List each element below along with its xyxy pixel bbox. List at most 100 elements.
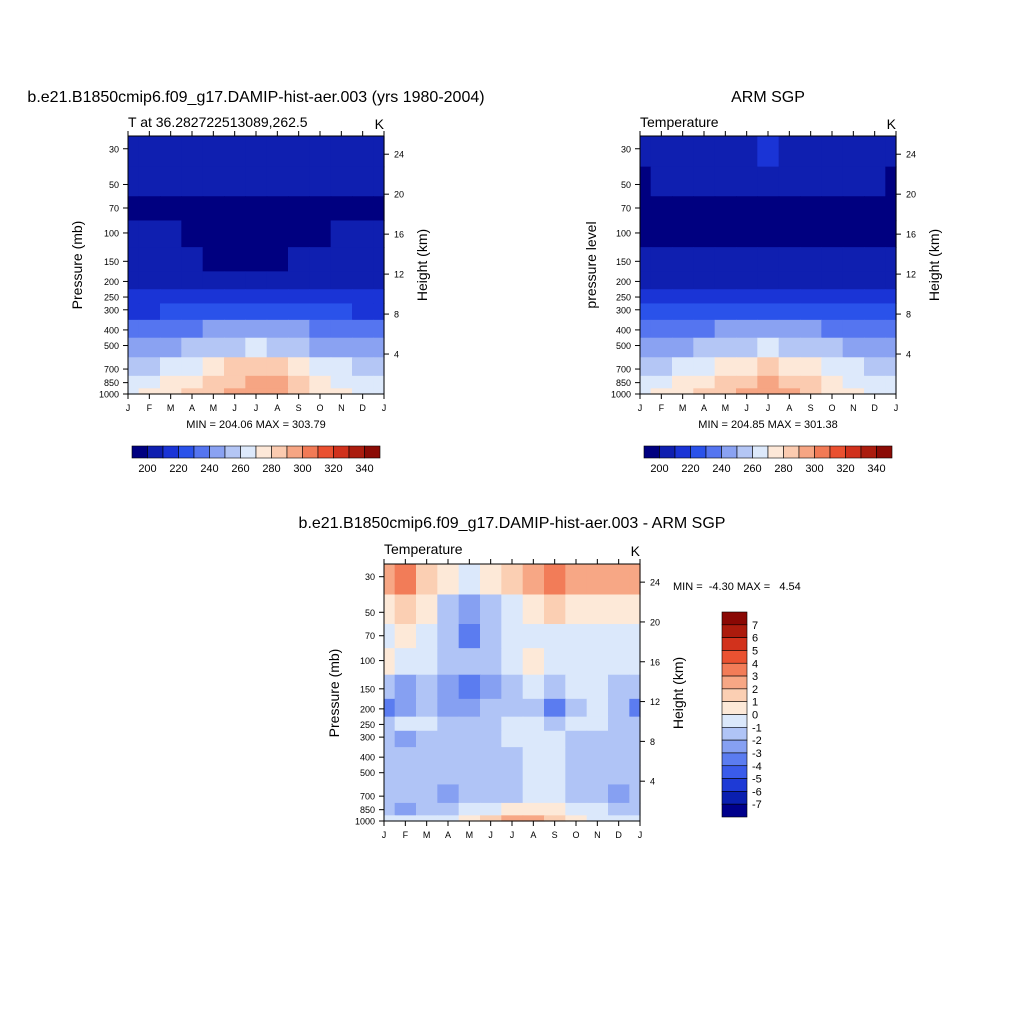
colorbar-box — [783, 445, 800, 459]
contour-cell — [544, 698, 566, 718]
contour-cell — [394, 784, 417, 804]
colorbar-box — [721, 791, 748, 805]
contour-cell — [821, 220, 844, 248]
contour-cell — [736, 319, 758, 339]
height-tick-label: 24 — [906, 150, 916, 160]
contour-cell — [394, 594, 417, 625]
contour-cell — [373, 166, 385, 197]
x-tick-label: F — [403, 830, 409, 840]
contour-cell — [778, 319, 801, 339]
contour-cell — [757, 357, 780, 377]
contour-cell — [544, 784, 566, 804]
contour-cell — [160, 220, 182, 248]
colorbar-label: 200 — [650, 463, 668, 475]
colorbar-box — [721, 445, 738, 459]
contour-cell — [266, 303, 289, 321]
panel-obs: ARM SGP Temperature K pressure level Hei… — [583, 89, 942, 475]
contour-cell — [714, 388, 737, 395]
y-tick-label: 100 — [360, 656, 375, 666]
contour-cell — [522, 716, 545, 732]
contour-cell — [437, 784, 460, 804]
contour-cell — [544, 594, 566, 625]
contour-cell — [309, 357, 332, 377]
contour-cell — [586, 747, 609, 766]
contour-cell — [640, 319, 652, 339]
contour-cell — [288, 303, 310, 321]
colorbar-box — [286, 445, 303, 459]
contour-cell — [565, 747, 588, 766]
contour-cell — [778, 337, 801, 358]
contour-cell — [842, 136, 865, 168]
contour-cell — [266, 196, 289, 222]
contour-cell — [309, 319, 332, 339]
contour-cell — [640, 196, 652, 222]
contour-cell — [586, 730, 609, 748]
contour-cell — [330, 357, 353, 377]
x-tick-label: A — [701, 403, 707, 413]
contour-cell — [245, 289, 268, 305]
contour-cell — [373, 357, 385, 377]
contour-cell — [693, 289, 716, 305]
contour-cell — [672, 357, 694, 377]
contour-cell — [672, 196, 694, 222]
contour-cell — [586, 784, 609, 804]
x-tick-label: J — [638, 830, 643, 840]
height-axis-ticks: 24 20 16 12 8 4 — [384, 150, 404, 360]
contour-cell — [384, 564, 396, 596]
colorbar-box — [814, 445, 831, 459]
contour-cell — [138, 136, 161, 168]
contour-cell — [245, 136, 268, 168]
contour-cell — [266, 166, 289, 197]
contour-cell — [842, 196, 865, 222]
contour-cell — [640, 388, 652, 395]
contour-cell — [330, 319, 353, 339]
contour-cell — [650, 388, 673, 395]
contour-cell — [480, 674, 502, 700]
contour-cell — [128, 337, 140, 358]
contour-cell — [416, 594, 438, 625]
contour-cell — [373, 375, 385, 389]
contour-cell — [458, 784, 481, 804]
contour-cell — [309, 289, 332, 305]
contour-cell — [544, 764, 566, 786]
contour-cell — [586, 624, 609, 649]
colorbar-box — [721, 765, 748, 779]
y-tick-label: 30 — [109, 144, 119, 154]
contour-cell — [181, 136, 204, 168]
contour-cell — [202, 289, 225, 305]
contour-cell — [309, 166, 332, 197]
contour-cell — [864, 357, 886, 377]
contour-cell — [352, 337, 374, 358]
contour-plot — [127, 135, 385, 395]
x-tick-label: N — [850, 403, 857, 413]
contour-cell — [181, 388, 204, 395]
contour-cell — [629, 802, 641, 816]
min-max-label: MIN = -4.30 MAX = 4.54 — [673, 581, 801, 593]
contour-cell — [330, 388, 353, 395]
contour-cell — [480, 716, 502, 732]
contour-cell — [522, 624, 545, 649]
contour-cell — [544, 730, 566, 748]
contour-cell — [266, 289, 289, 305]
contour-cell — [757, 166, 780, 197]
contour-cell — [128, 166, 140, 197]
x-tick-label: J — [894, 403, 899, 413]
contour-cell — [565, 716, 588, 732]
colorbar-label: -3 — [752, 748, 762, 760]
y-tick-label: 200 — [616, 277, 631, 287]
contour-cell — [394, 648, 417, 676]
contour-cell — [821, 247, 844, 272]
x-tick-label: J — [254, 403, 259, 413]
contour-cell — [352, 289, 374, 305]
contour-cell — [864, 388, 886, 395]
contour-cell — [608, 564, 630, 596]
contour-cell — [138, 247, 161, 272]
contour-cell — [138, 196, 161, 222]
colorbar-box — [333, 445, 350, 459]
contour-cell — [864, 303, 886, 321]
contour-cell — [480, 594, 502, 625]
contour-cell — [266, 319, 289, 339]
contour-cell — [245, 319, 268, 339]
contour-cell — [885, 319, 897, 339]
contour-cell — [202, 303, 225, 321]
